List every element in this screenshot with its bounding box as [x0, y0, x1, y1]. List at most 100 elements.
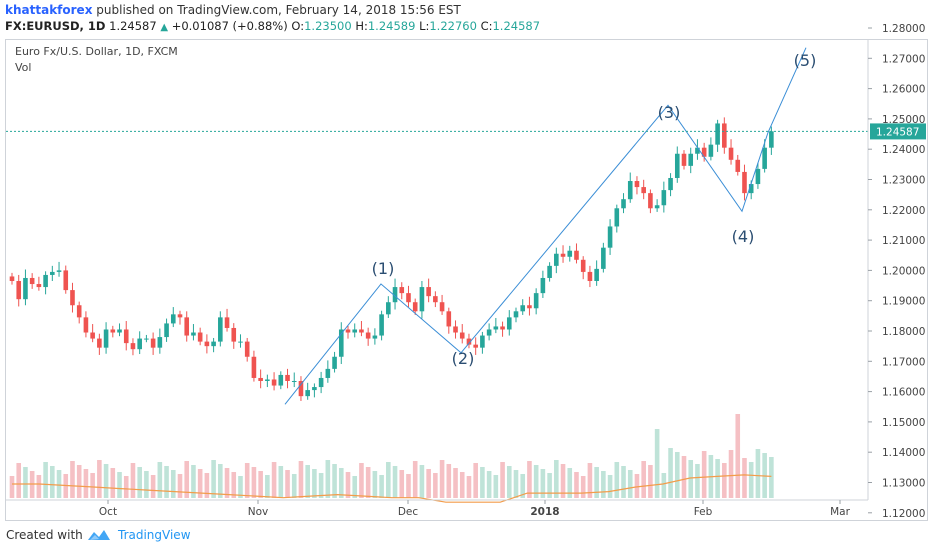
volume-bar	[258, 471, 263, 498]
candle-body	[641, 187, 646, 194]
volume-bar	[56, 470, 62, 498]
tradingview-brand[interactable]: TradingView	[118, 528, 191, 542]
volume-bar	[540, 469, 546, 498]
last-price-tag	[870, 123, 926, 140]
candle-body	[265, 379, 270, 381]
volume-bar	[392, 466, 398, 498]
candle-body	[681, 153, 687, 166]
volume-bar	[23, 467, 28, 498]
price-chart[interactable]: (1)(2)(3)(4)(5) 1.24587 1.280001.270001.…	[0, 0, 932, 522]
candle-body	[63, 270, 69, 291]
candle-body	[97, 338, 102, 348]
volume-bar	[627, 470, 633, 498]
candle-body	[56, 270, 62, 272]
volume-bar	[218, 464, 223, 498]
candle-body	[338, 329, 344, 357]
volume-bar	[587, 463, 593, 498]
candle-body	[627, 181, 633, 200]
candle-body	[365, 332, 371, 339]
y-tick-label: 1.14000	[882, 447, 925, 459]
candle-body	[520, 305, 526, 312]
volume-bar	[419, 465, 425, 498]
volume-bar	[231, 472, 237, 498]
volume-bar	[170, 470, 176, 498]
volume-bar	[433, 473, 438, 498]
candle-body	[493, 326, 499, 330]
volume-bar	[9, 476, 15, 498]
candle-body	[748, 184, 754, 194]
candle-body	[755, 168, 761, 185]
volume-bar	[547, 473, 552, 498]
candle-body	[769, 131, 774, 148]
candle-body	[50, 271, 55, 275]
volume-bar	[486, 471, 492, 498]
y-tick-label: 1.18000	[882, 326, 925, 338]
volume-bar	[244, 463, 250, 498]
candle-body	[150, 338, 156, 348]
candle-body	[433, 296, 438, 303]
close-label: C:	[480, 19, 493, 33]
candle-body	[540, 277, 546, 294]
volume-bar	[386, 462, 391, 498]
candle-body	[359, 329, 364, 333]
candle-body	[258, 377, 263, 381]
volume-bar	[285, 470, 290, 498]
wave-label: (1)	[372, 259, 395, 278]
candle-body	[211, 341, 216, 347]
wave-lines: (1) (2) (3) (4) (5)	[284, 47, 816, 405]
candle-body	[90, 332, 95, 339]
volume-bar	[641, 461, 646, 498]
candle-body	[177, 314, 183, 318]
volume-bar	[560, 464, 566, 498]
candle-body	[722, 123, 727, 148]
volume-bar	[298, 461, 304, 498]
volume-bar	[527, 461, 532, 498]
candle-body	[352, 329, 358, 333]
candle-body	[412, 302, 418, 312]
volume-bar	[735, 414, 741, 498]
candle-body	[701, 147, 707, 157]
candle-body	[345, 329, 351, 333]
y-tick-label: 1.23000	[882, 175, 925, 187]
volume-bar	[83, 469, 89, 498]
candle-body	[392, 287, 398, 303]
last-price-line: 1.24587	[6, 123, 926, 140]
candle-body	[43, 274, 48, 288]
candle-body	[473, 344, 478, 348]
volume-ma-line	[12, 474, 772, 503]
candle-body	[318, 377, 324, 388]
candle-body	[76, 305, 82, 318]
legend-title: Euro Fx/U.S. Dollar, 1D, FXCM	[15, 45, 178, 58]
volume-bar	[533, 465, 539, 498]
x-tick-label: 2018	[530, 506, 559, 518]
candle-body	[406, 293, 411, 303]
symbol-label: FX:EURUSD, 1D	[5, 19, 106, 33]
candle-body	[291, 380, 297, 382]
y-tick-label: 1.12000	[882, 508, 925, 520]
elliott-wave-path	[284, 47, 807, 405]
candle-body	[332, 356, 337, 369]
candle-body	[144, 338, 149, 340]
candle-body	[224, 317, 230, 328]
open-value: 1.23500	[304, 19, 352, 33]
candle-body	[184, 317, 190, 336]
volume-bar	[668, 448, 673, 498]
volume-bar	[76, 465, 82, 498]
candle-body	[164, 323, 169, 338]
author-link[interactable]: khattakforex	[5, 3, 93, 17]
volume-bar	[177, 474, 183, 498]
candle-body	[305, 390, 310, 397]
chart-header: khattakforex published on TradingView.co…	[0, 0, 932, 40]
tradingview-logo-icon[interactable]	[86, 527, 112, 547]
candle-body	[439, 302, 445, 312]
volume-bar	[365, 467, 371, 498]
volume-bar	[480, 467, 485, 498]
candlesticks	[9, 117, 774, 401]
candle-body	[614, 208, 620, 227]
volume-bar	[191, 465, 196, 498]
volume-bar	[312, 469, 317, 498]
volume-bar	[36, 475, 42, 498]
footer: Created with TradingView	[0, 522, 932, 550]
volume-moving-average	[12, 474, 772, 503]
candle-body	[386, 302, 391, 315]
